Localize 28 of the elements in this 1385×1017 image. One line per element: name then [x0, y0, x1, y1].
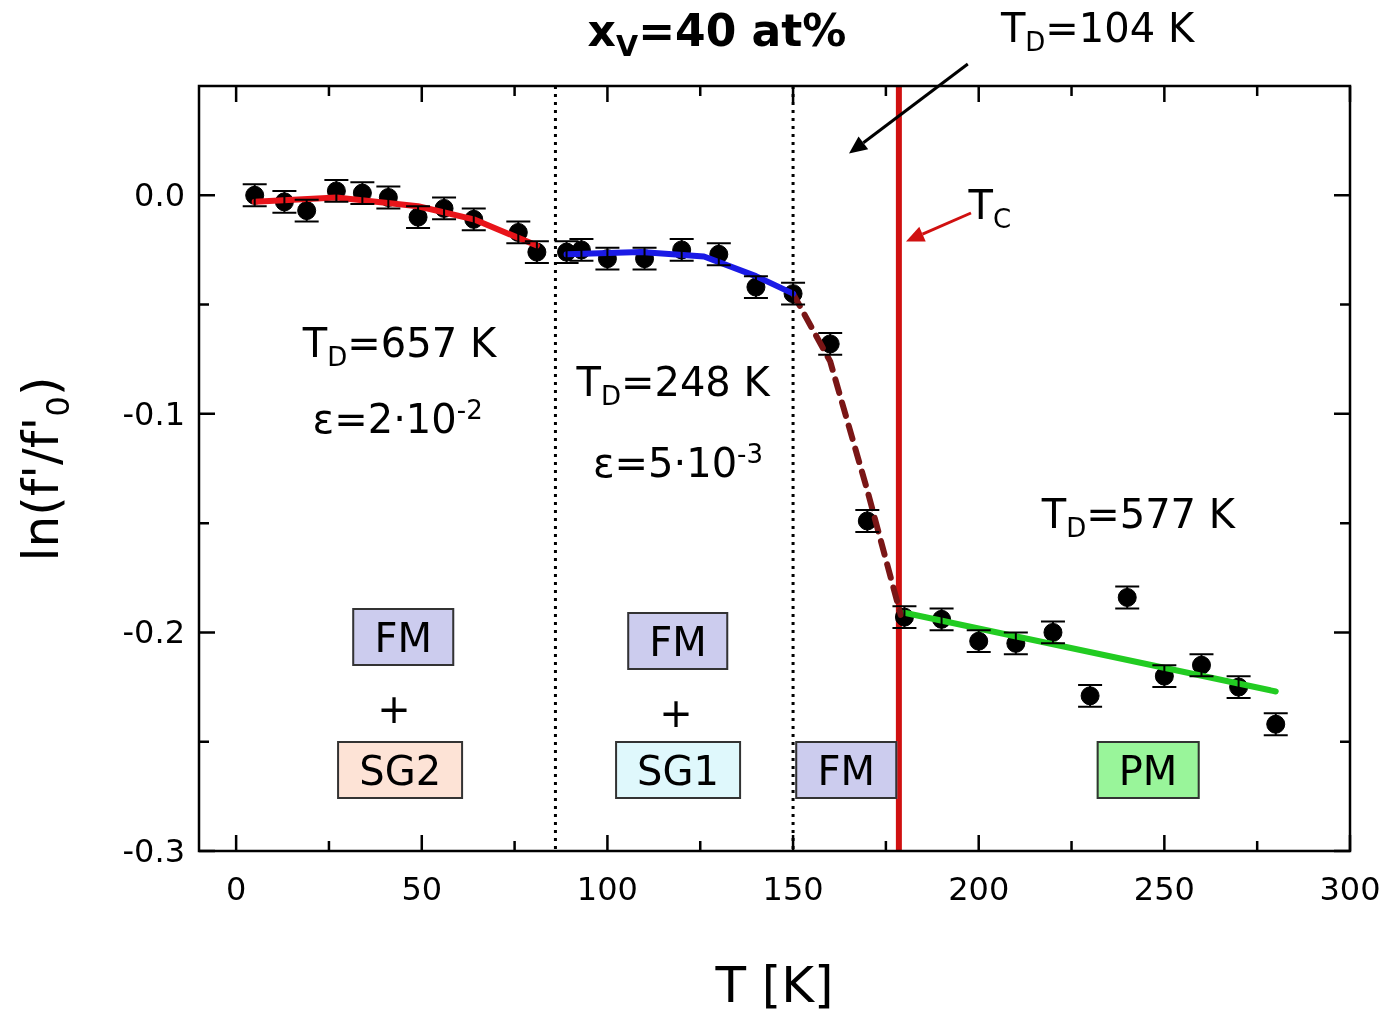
annotation: FM	[352, 607, 454, 666]
annotation: ε=2·10$^{-2}$	[312, 395, 483, 443]
annotation: +	[659, 690, 693, 737]
x-tick-label: 100	[576, 870, 638, 908]
ref-line-label: T$_{C}$	[968, 181, 1012, 234]
annotation: T$_{D}$=657 K	[302, 319, 497, 372]
text: T$_{D}$=104 K	[1000, 4, 1195, 57]
annotation: T$_{D}$=577 K	[1041, 490, 1235, 543]
y-tick-label: -0.3	[122, 832, 185, 870]
annotation: PM	[1096, 741, 1200, 800]
x-tick-label: 250	[1133, 870, 1195, 908]
annotation: SG2	[337, 741, 464, 800]
x-tick-label: 300	[1319, 870, 1381, 908]
annotation: SG1	[615, 741, 741, 800]
x-tick-label: 50	[401, 870, 443, 908]
annotation: ε=5·10$^{-3}$	[592, 438, 764, 487]
annotation: FM	[795, 741, 897, 800]
x-tick-label: 200	[948, 870, 1010, 908]
x-tick-label: 150	[762, 870, 824, 908]
y-tick-label: -0.2	[122, 613, 185, 652]
chart-title: x$_{V}$=40 at%	[587, 5, 847, 64]
annotation: +	[377, 685, 411, 732]
y-tick-label: 0.0	[134, 176, 185, 215]
y-tick-label: -0.1	[122, 394, 185, 433]
annotation: FM	[627, 612, 729, 671]
annotation: T$_{D}$=248 K	[576, 358, 770, 411]
x-tick-label: 0	[225, 870, 247, 908]
x-axis-title: T [K]	[715, 956, 834, 1014]
